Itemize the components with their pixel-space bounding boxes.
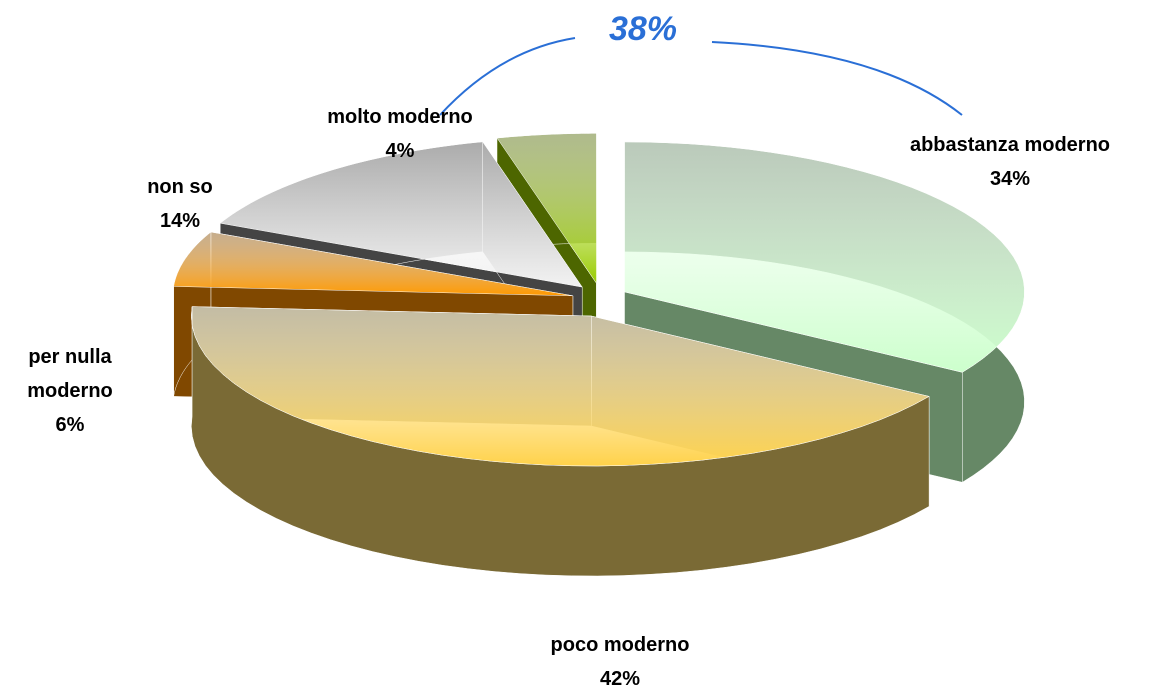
slice: [496, 133, 597, 285]
slice-label: poco moderno 42%: [470, 628, 770, 696]
slice-label: abbastanza moderno 34%: [860, 128, 1149, 196]
value-label: 14%: [159, 210, 201, 232]
slice: [219, 141, 583, 288]
slice-label: non so 14%: [120, 170, 240, 238]
value-label: 4%: [385, 140, 415, 162]
value-label: 6%: [55, 414, 85, 436]
slice-label: per nulla moderno 6%: [10, 340, 130, 442]
category-name: non so: [147, 176, 213, 198]
slice: [624, 141, 1025, 373]
slice: [173, 231, 573, 297]
slice: [191, 306, 930, 467]
category-name: abbastanza moderno: [909, 134, 1111, 156]
category-name: molto moderno: [327, 106, 473, 128]
value-label: 42%: [599, 668, 641, 690]
value-label: 34%: [989, 168, 1031, 190]
pie: [173, 133, 1025, 577]
category-name: poco moderno: [550, 634, 690, 656]
annotation: 38%: [609, 10, 677, 48]
slice-label: molto moderno 4%: [250, 100, 550, 168]
annotation-bracket: [711, 41, 963, 116]
annotation-bracket: [439, 37, 576, 116]
category-name: per nulla moderno: [27, 346, 113, 402]
